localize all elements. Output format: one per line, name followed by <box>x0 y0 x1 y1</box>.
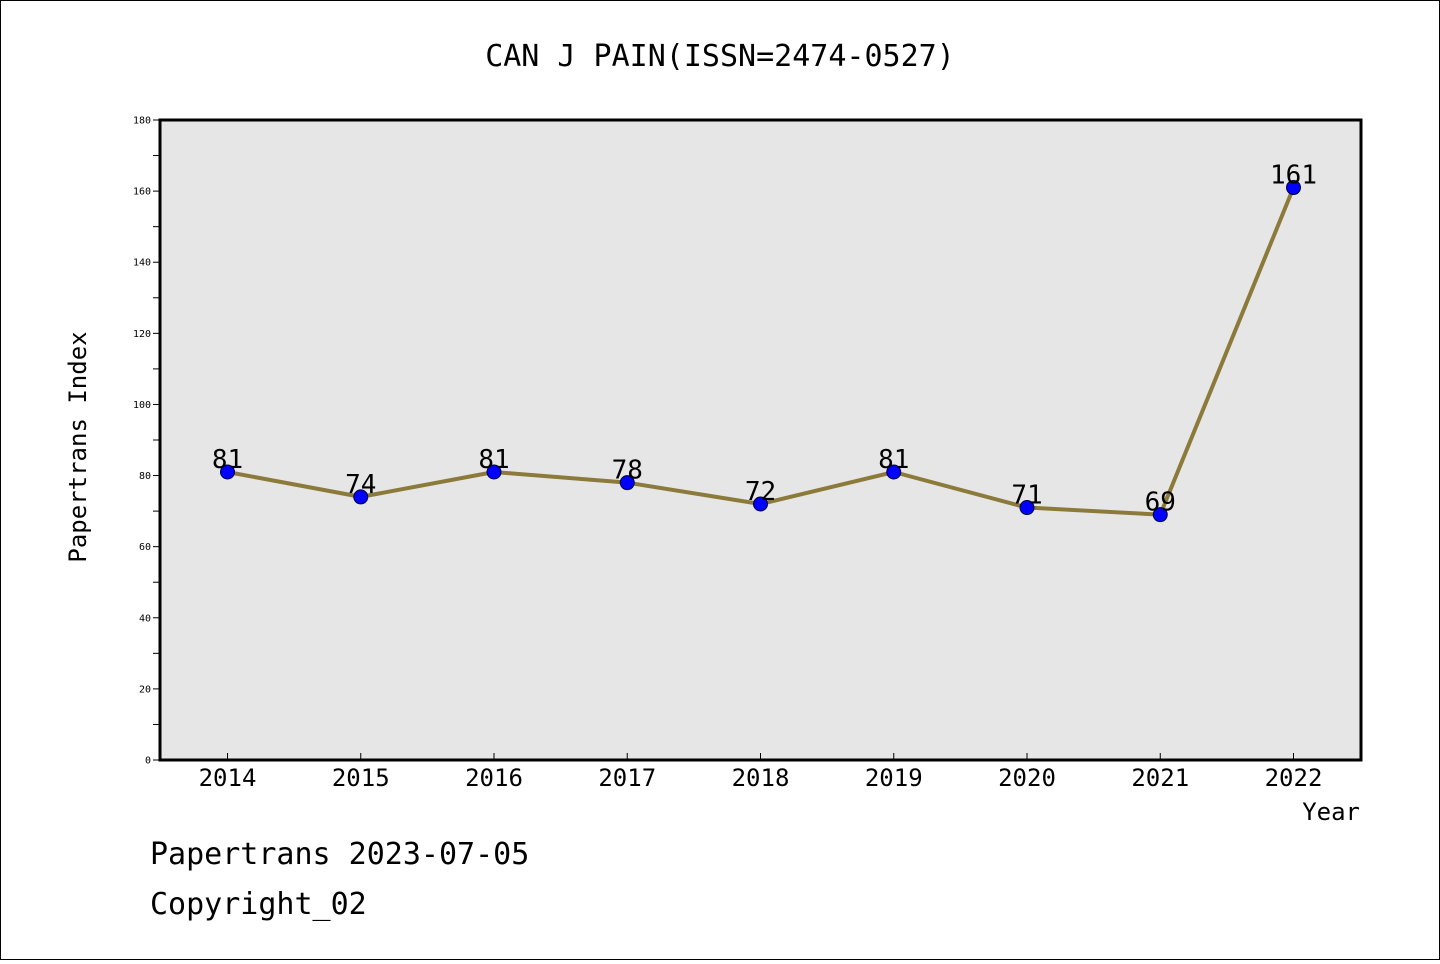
y-tick-label: 120 <box>133 329 151 340</box>
plot-frame <box>158 118 1363 762</box>
y-tick-label: 0 <box>145 756 151 767</box>
data-label: 161 <box>1270 161 1317 191</box>
data-point <box>886 464 902 480</box>
data-label: 81 <box>212 445 243 475</box>
chart-title: CAN J PAIN(ISSN=2474-0527) <box>485 39 955 74</box>
x-tick-label: 2020 <box>998 764 1056 792</box>
data-label: 74 <box>345 470 376 500</box>
data-labels: 81 74 81 78 72 81 71 69 161 <box>212 161 1317 518</box>
y-tick-label: 60 <box>139 542 151 553</box>
data-point <box>753 496 768 512</box>
data-point <box>220 464 235 480</box>
x-tick-label: 2021 <box>1131 764 1189 792</box>
data-point <box>353 489 369 505</box>
y-tick-label: 160 <box>133 187 151 198</box>
data-point <box>619 475 635 491</box>
plot-area <box>160 120 1361 760</box>
x-tick-label: 2017 <box>598 764 656 792</box>
y-tick-label: 20 <box>139 684 151 695</box>
x-tick-label: 2016 <box>465 764 523 792</box>
y-tick-label: 180 <box>133 116 151 127</box>
footer-copyright-text: Copyright_02 <box>150 887 367 922</box>
data-point <box>1286 180 1301 196</box>
data-label: 81 <box>878 445 909 475</box>
footer-date-text: Papertrans 2023-07-05 <box>150 837 529 872</box>
data-label: 72 <box>745 477 776 507</box>
x-ticks: 2014 2015 2016 2017 2018 2019 2020 2021 2022 <box>199 753 1323 792</box>
x-tick-label: 2014 <box>199 764 257 792</box>
data-point <box>1152 507 1168 523</box>
x-tick-label: 2022 <box>1265 764 1323 792</box>
x-tick-label: 2015 <box>332 764 390 792</box>
data-label: 81 <box>478 445 509 475</box>
data-point <box>486 464 502 480</box>
data-point <box>1019 500 1035 516</box>
y-axis-label: Papertrans Index <box>64 331 92 562</box>
y-tick-label: 100 <box>133 400 151 411</box>
data-label: 69 <box>1145 488 1176 518</box>
y-tick-label: 80 <box>139 471 151 482</box>
y-tick-label: 40 <box>139 613 151 624</box>
data-label: 71 <box>1011 481 1042 511</box>
x-tick-label: 2018 <box>732 764 790 792</box>
data-label: 78 <box>612 456 643 486</box>
y-tick-label: 140 <box>133 258 151 269</box>
series <box>220 180 1301 523</box>
x-tick-label: 2019 <box>865 764 923 792</box>
x-axis-label: Year <box>1302 798 1360 826</box>
